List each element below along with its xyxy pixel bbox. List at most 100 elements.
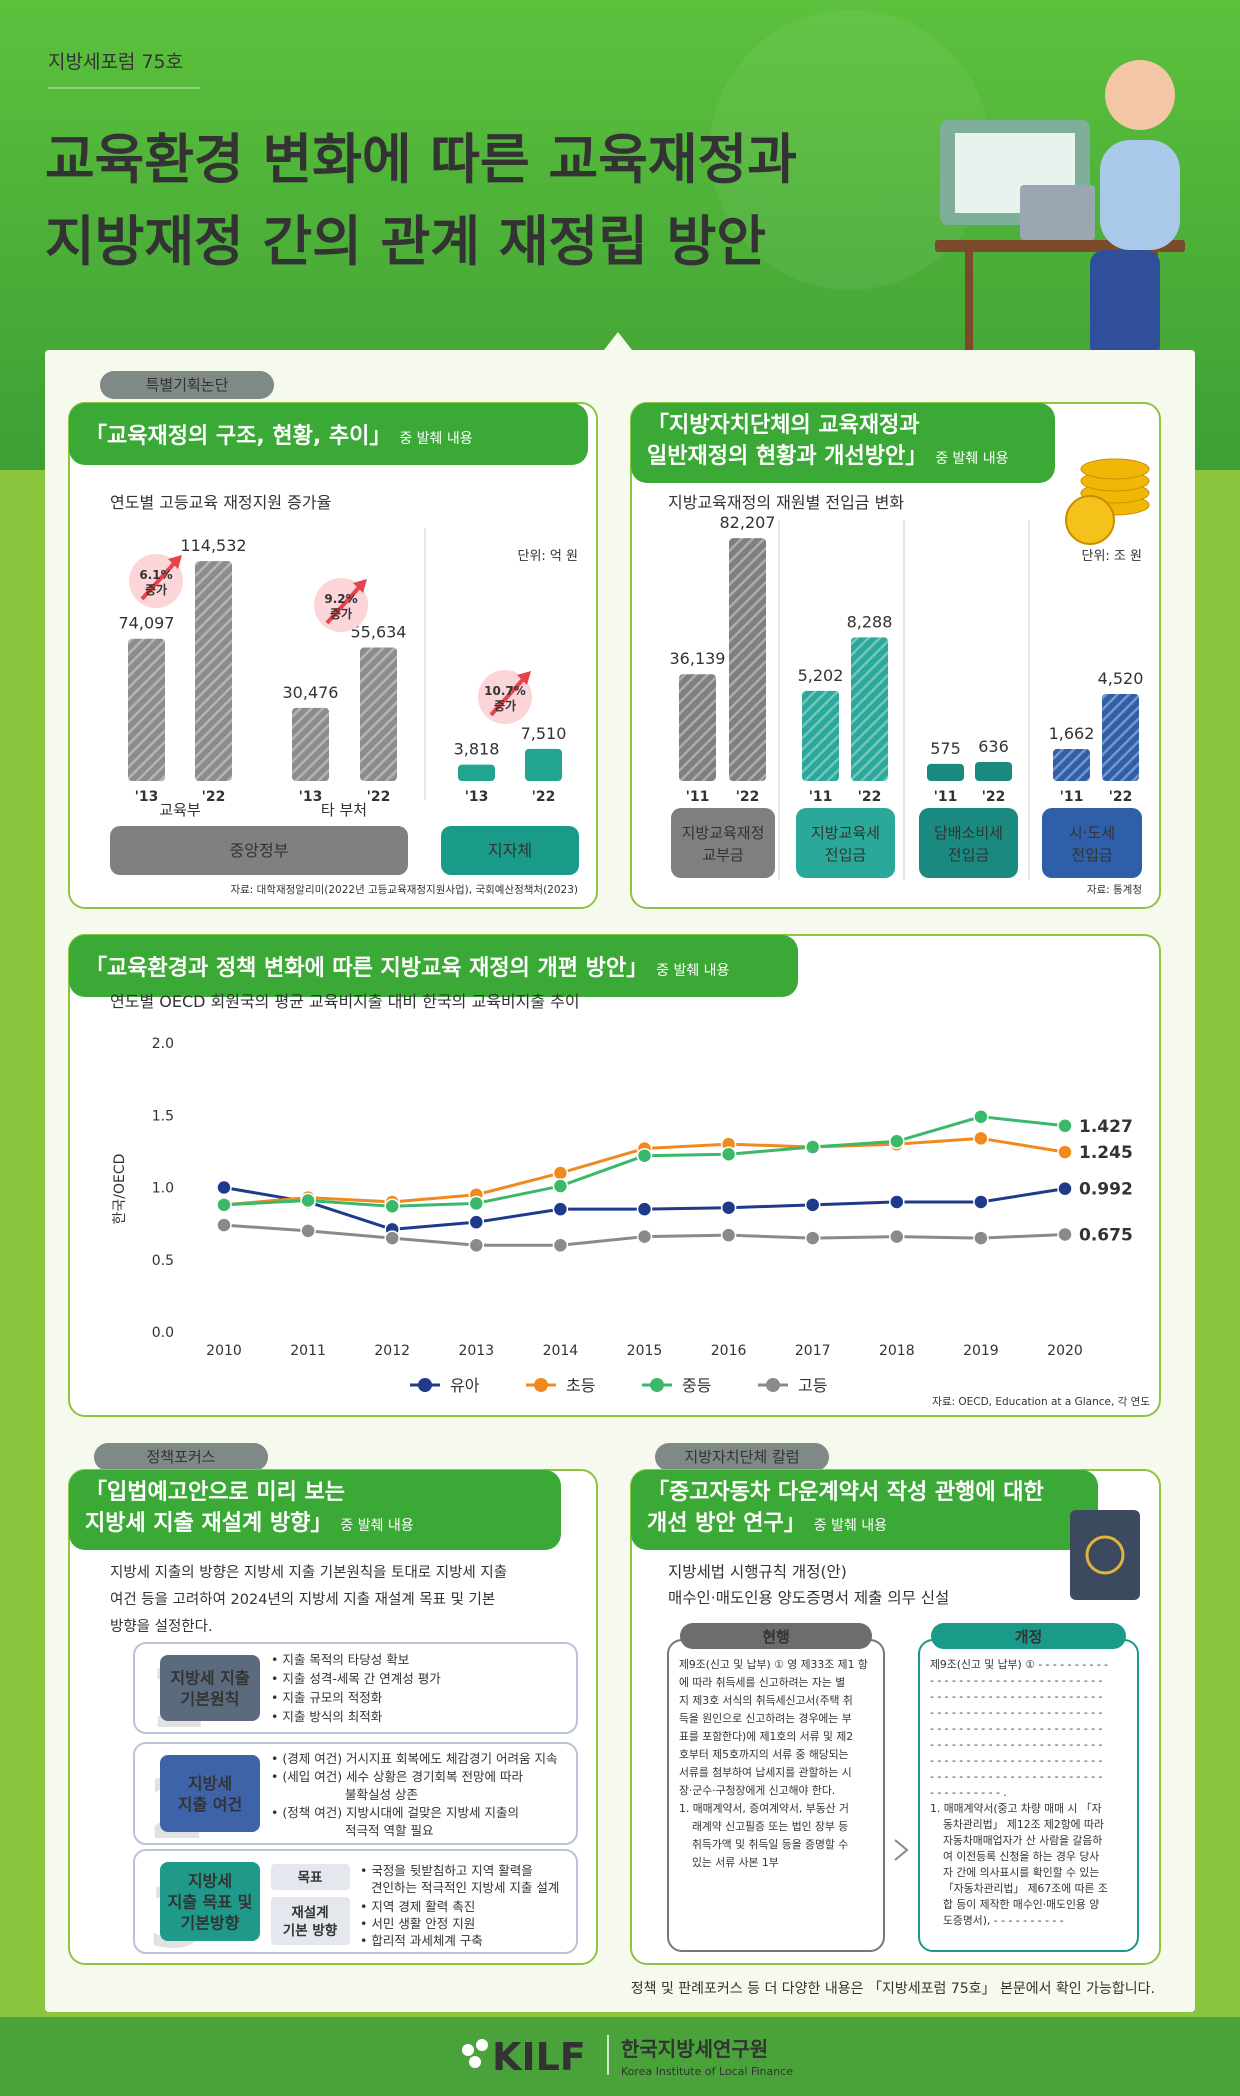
- x-tick-label: 2013: [458, 1343, 494, 1359]
- panel-title-suffix: 중 발췌 내용: [399, 431, 472, 447]
- item-bullet: • (정책 여건) 지방시대에 걸맞은 지방세 지출의: [271, 1805, 519, 1820]
- x-tick-label: '22: [367, 789, 391, 805]
- group-label: 지방교육세: [811, 824, 880, 842]
- series-marker: [973, 1108, 989, 1125]
- law-text: - - - - - - - - - - - - - - - - - - - - …: [930, 1674, 1103, 1687]
- bar: [851, 637, 888, 781]
- legend-marker: [418, 1378, 432, 1392]
- law-text: 호부터 제5호까지의 서류 중 해당되는: [679, 1747, 849, 1761]
- panel-title-suffix: 중 발췌 내용: [814, 1518, 887, 1534]
- headline: 교육환경 변화에 따른 교육재정과: [45, 128, 797, 191]
- x-tick-label: '11: [686, 789, 710, 805]
- book-emblem: [1085, 1535, 1125, 1575]
- law-text: 서류를 첨부하여 납세지를 관할하는 시: [679, 1765, 852, 1779]
- law-text: 동차관리법」 제12조 제2항에 따라: [943, 1818, 1104, 1831]
- law-text: 1. 매매계약서, 증여계약서, 부동산 거: [679, 1801, 849, 1815]
- panel-title-line: 일반재정의 현황과 개선방안」: [647, 444, 927, 469]
- item-label: 지출 여건: [178, 1795, 242, 1814]
- law-text: 제9조(신고 및 납부) ① 영 제33조 제1 항: [679, 1658, 868, 1671]
- person-body: [1100, 140, 1180, 250]
- row-bullet: • 서민 생활 안정 지원: [360, 1916, 475, 1931]
- x-tick-label: 2020: [1047, 1343, 1083, 1359]
- y-tick-label: 1.0: [152, 1181, 174, 1197]
- bar-value-label: 1,662: [1049, 724, 1095, 743]
- series-marker: [720, 1199, 737, 1216]
- chart-subtitle: 연도별 고등교육 재정지원 증가율: [110, 493, 331, 512]
- row-label: 기본 방향: [283, 1922, 338, 1939]
- panel-title-line: 「중고자동차 다운계약서 작성 관행에 대한: [647, 1480, 1044, 1505]
- x-tick-label: '13: [135, 789, 159, 805]
- panel-title-suffix: 중 발췌 내용: [935, 451, 1008, 467]
- series-marker: [720, 1146, 737, 1163]
- bar: [1053, 748, 1090, 781]
- item-label: 지방세: [188, 1872, 232, 1891]
- law-text: 취득가액 및 취득일 등을 증명할 수: [692, 1837, 848, 1851]
- bar: [802, 690, 839, 781]
- law-text: 여 이전등록 신청을 하는 경우 당사: [943, 1849, 1099, 1863]
- person-legs: [1090, 250, 1160, 360]
- item-bullet: • (세입 여건) 세수 상황은 경기회복 전망에 따라: [271, 1769, 523, 1784]
- growth-label: 증가: [330, 606, 352, 621]
- logo-dot: [462, 2044, 474, 2056]
- bar-value-label: 575: [930, 739, 961, 758]
- item-bullet: • 지출 규모의 적정화: [271, 1690, 383, 1705]
- bar: [525, 748, 562, 781]
- law-text: - - - - - - - - - - - - - - - - - - - - …: [930, 1690, 1103, 1703]
- section-tag: [655, 1443, 829, 1471]
- legend-label: 유아: [450, 1376, 480, 1395]
- growth-label: 9.2%: [324, 592, 357, 606]
- series-marker: [804, 1197, 821, 1213]
- series-marker: [552, 1201, 569, 1217]
- bar: [729, 538, 766, 781]
- series-marker: [1057, 1226, 1073, 1243]
- growth-arrow-head: [168, 555, 182, 569]
- section-tag: [100, 371, 274, 399]
- series-marker: [384, 1230, 400, 1246]
- growth-arrow: [140, 557, 180, 601]
- series-marker: [384, 1198, 400, 1215]
- section-label: 중앙정부: [230, 841, 289, 860]
- row-bullet: • 국정을 뒷받침하고 지역 활력을: [360, 1863, 533, 1878]
- row-bullet: • 합리적 과세체계 구축: [360, 1933, 483, 1948]
- bar-value-label: 74,097: [119, 614, 175, 633]
- book-illustration: [1070, 1510, 1140, 1600]
- panel-title: 「입법예고안으로 미리 보는: [85, 1480, 345, 1505]
- section-label: 지자체: [488, 841, 532, 860]
- series-marker: [1057, 1144, 1073, 1160]
- series-marker: [216, 1197, 232, 1213]
- bar: [292, 707, 329, 781]
- item-label: 지출 목표 및: [168, 1893, 253, 1912]
- item-bullet: • (경제 여건) 거시지표 회복에도 체감경기 어려움 지속: [271, 1751, 557, 1766]
- row-label-box: [271, 1864, 350, 1890]
- intro-text: 방향을 설정한다.: [110, 1618, 213, 1635]
- logo-dot: [469, 2056, 481, 2068]
- series-marker: [804, 1139, 821, 1155]
- x-tick-label: 2017: [795, 1343, 831, 1359]
- group-label: 교육부: [159, 801, 201, 819]
- bar-value-label: 4,520: [1098, 669, 1144, 688]
- bar-value-label: 5,202: [798, 666, 844, 685]
- panel-title: 지방세 지출 재설계 방향」 중 발췌 내용: [85, 1511, 414, 1536]
- footer-background: [0, 2017, 1240, 2096]
- bar: [1102, 693, 1139, 781]
- row-label: 재설계: [291, 1905, 328, 1921]
- series-marker: [804, 1230, 821, 1246]
- group-label: 타 부처: [321, 801, 367, 819]
- series-marker: [552, 1165, 569, 1181]
- series-marker: [552, 1237, 569, 1254]
- series-marker: [1057, 1118, 1073, 1134]
- item-bullet: • 지출 성격-세목 간 연계성 평가: [271, 1671, 441, 1686]
- panel-title-suffix: 중 발췌 내용: [340, 1518, 413, 1534]
- person-head: [1105, 60, 1175, 130]
- group-box: [919, 808, 1018, 878]
- panel-title-line: 개선 방안 연구」: [647, 1511, 806, 1536]
- section-box: [441, 826, 579, 875]
- bar: [927, 763, 964, 781]
- coin-illustration: [1080, 458, 1150, 480]
- item-label: 기본방향: [181, 1914, 240, 1933]
- law-text: 합 등이 제작한 매수인·매도인용 양: [943, 1898, 1099, 1911]
- x-tick-label: 2018: [879, 1343, 915, 1359]
- panel-title-suffix: 중 발췌 내용: [656, 963, 729, 979]
- panel-title-line: 지방세 지출 재설계 방향」: [85, 1511, 332, 1536]
